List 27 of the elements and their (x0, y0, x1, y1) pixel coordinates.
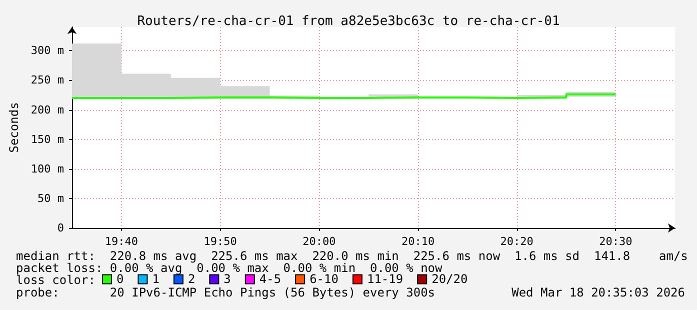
y-tick-label: 250 m (30, 74, 64, 87)
chart-title: Routers/re-cha-cr-01 from a82e5e3bc63c to re-cha-cr-01 (137, 14, 560, 29)
y-tick-label: 100 m (30, 162, 64, 176)
y-tick-label: 0 (57, 222, 64, 234)
legend-label: 0 (116, 272, 124, 286)
x-tick-label: 20:30 (599, 235, 632, 248)
y-axis-title: Seconds (7, 102, 21, 153)
x-tick-label: 19:50 (204, 235, 237, 248)
y-tick-label: 50 m (38, 192, 64, 205)
legend-label: 20/20 (432, 272, 468, 286)
legend-label: 6-10 (310, 272, 338, 286)
y-tick-label: 200 m (30, 103, 64, 116)
x-tick-label: 20:20 (500, 235, 534, 248)
x-tick-label: 20:10 (401, 235, 435, 248)
y-tick-label: 150 m (30, 132, 64, 146)
text: Wed Mar 18 20:35:03 2026 (512, 285, 685, 300)
legend-label: 3 (224, 272, 231, 286)
text: median rtt: 220.8 ms avg 225.6 ms max 220.0 ms min 225.6 ms now 1.6 ms sd 141.8 am/s (16, 249, 688, 263)
legend-label: 1 (152, 272, 160, 286)
y-tick-label: 300 m (30, 44, 64, 58)
legend-label: 11-19 (366, 272, 404, 286)
text: probe: 20 IPv6-ICMP Echo Pings (56 Bytes) every 300s (16, 285, 436, 300)
legend-title: loss color: (16, 273, 96, 288)
x-tick-label: 19:40 (104, 235, 138, 248)
x-tick-label: 20:00 (302, 235, 336, 248)
legend-label: 2 (188, 272, 196, 286)
legend-label: 4-5 (259, 272, 282, 286)
